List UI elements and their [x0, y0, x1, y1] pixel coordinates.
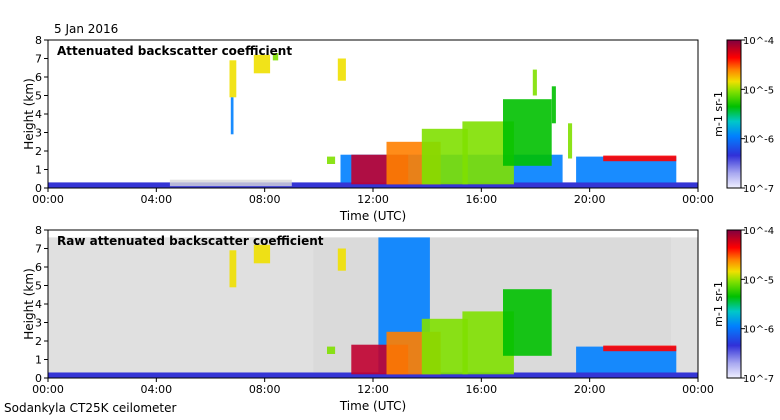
- y-tick-label: 0: [35, 182, 42, 195]
- y-tick-label: 1: [35, 164, 42, 177]
- y-tick-label: 3: [35, 127, 42, 140]
- x-axis-label: Time (UTC): [339, 399, 406, 413]
- y-axis: 0 1 2 3 4 5 6 7 8: [35, 34, 48, 195]
- y-tick-label: 4: [35, 298, 42, 311]
- backscatter-region: [230, 97, 234, 135]
- colorbar: 10^-4 10^-5 10^-6 10^-7 m-1 sr-1: [712, 36, 774, 195]
- x-tick-label: 08:00: [249, 193, 281, 206]
- y-tick-label: 7: [35, 53, 42, 66]
- panel-title: Raw attenuated backscatter coefficient: [57, 234, 324, 248]
- panel-raw: Raw attenuated backscatter coefficient 0…: [22, 224, 774, 413]
- backscatter-region: [327, 156, 336, 164]
- backscatter-region: [229, 60, 237, 98]
- y-tick-label: 0: [35, 372, 42, 385]
- x-tick-label: 08:00: [249, 383, 281, 396]
- backscatter-region: [603, 155, 677, 162]
- backscatter-region: [327, 346, 336, 354]
- y-tick-label: 6: [35, 261, 42, 274]
- colorbar: 10^-4 10^-5 10^-6 10^-7 m-1 sr-1: [712, 226, 774, 385]
- backscatter-region: [532, 69, 537, 96]
- y-tick-label: 4: [35, 108, 42, 121]
- y-tick-label: 5: [35, 280, 42, 293]
- backscatter-region: [337, 58, 346, 81]
- y-axis-label: Height (km): [22, 78, 36, 149]
- colorbar-tick-label: 10^-4: [743, 226, 774, 237]
- y-tick-label: 1: [35, 354, 42, 367]
- backscatter-region: [421, 128, 468, 185]
- backscatter-region: [253, 244, 271, 264]
- x-axis-label: Time (UTC): [339, 209, 406, 223]
- heatmap-layer: [48, 53, 698, 188]
- colorbar-ticks: 10^-4 10^-5 10^-6 10^-7: [741, 226, 774, 385]
- backscatter-region: [272, 53, 279, 61]
- y-axis-label: Height (km): [22, 268, 36, 339]
- backscatter-region: [568, 123, 573, 159]
- backscatter-region: [551, 86, 556, 124]
- x-tick-label: 20:00: [574, 383, 606, 396]
- x-tick-label: 20:00: [574, 193, 606, 206]
- y-tick-label: 8: [35, 34, 42, 47]
- y-tick-label: 2: [35, 145, 42, 158]
- backscatter-region: [229, 250, 237, 288]
- x-tick-label: 12:00: [357, 193, 389, 206]
- instrument-footer: Sodankyla CT25K ceilometer: [4, 401, 177, 415]
- x-tick-label: 16:00: [465, 383, 497, 396]
- panel-attenuated: Attenuated backscatter coefficient 00:00…: [22, 34, 774, 223]
- colorbar-unit: m-1 sr-1: [712, 91, 725, 137]
- y-tick-label: 8: [35, 224, 42, 237]
- colorbar-ramp: [726, 229, 742, 379]
- colorbar-tick-label: 10^-6: [743, 325, 774, 336]
- date-label: 5 Jan 2016: [54, 22, 118, 36]
- x-axis: 00:00 04:00 08:00 12:00 16:00 20:00 00:00: [32, 188, 714, 206]
- backscatter-region: [253, 54, 271, 74]
- colorbar-ramp: [726, 39, 742, 189]
- backscatter-region: [337, 248, 346, 271]
- backscatter-region: [603, 345, 677, 352]
- backscatter-region: [48, 372, 698, 378]
- backscatter-region: [421, 318, 468, 375]
- colorbar-tick-label: 10^-5: [743, 275, 774, 286]
- colorbar-tick-label: 10^-7: [743, 374, 774, 385]
- y-tick-label: 6: [35, 71, 42, 84]
- y-tick-label: 7: [35, 243, 42, 256]
- colorbar-unit: m-1 sr-1: [712, 281, 725, 327]
- y-tick-label: 3: [35, 317, 42, 330]
- colorbar-tick-label: 10^-6: [743, 135, 774, 146]
- colorbar-tick-label: 10^-5: [743, 85, 774, 96]
- x-axis: 00:00 04:00 08:00 12:00 16:00 20:00 00:00: [32, 378, 714, 396]
- x-tick-label: 00:00: [32, 193, 64, 206]
- backscatter-region: [503, 99, 552, 166]
- x-tick-label: 00:00: [682, 383, 714, 396]
- panel-title: Attenuated backscatter coefficient: [57, 44, 292, 58]
- x-tick-label: 16:00: [465, 193, 497, 206]
- x-tick-label: 04:00: [140, 193, 172, 206]
- x-tick-label: 12:00: [357, 383, 389, 396]
- y-tick-label: 5: [35, 90, 42, 103]
- x-tick-label: 04:00: [140, 383, 172, 396]
- y-axis: 0 1 2 3 4 5 6 7 8: [35, 224, 48, 385]
- colorbar-ticks: 10^-4 10^-5 10^-6 10^-7: [741, 36, 774, 195]
- y-tick-label: 2: [35, 335, 42, 348]
- backscatter-region: [503, 289, 552, 356]
- clutter-region: [169, 179, 292, 187]
- x-tick-label: 00:00: [32, 383, 64, 396]
- colorbar-tick-label: 10^-4: [743, 36, 774, 47]
- colorbar-tick-label: 10^-7: [743, 184, 774, 195]
- backscatter-region: [48, 182, 698, 188]
- heatmap-layer: [48, 237, 698, 378]
- x-tick-label: 00:00: [682, 193, 714, 206]
